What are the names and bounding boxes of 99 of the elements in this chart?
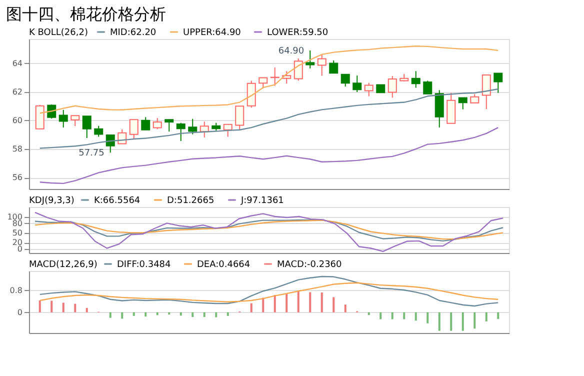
chart-title: 图十四、棉花价格分析 — [6, 4, 166, 24]
bar — [438, 312, 440, 331]
bar — [215, 312, 218, 318]
annotation: 64.90 — [278, 46, 304, 56]
legend-label: K:66.5564 — [94, 196, 140, 206]
candlestick — [482, 74, 491, 110]
line-series — [34, 212, 504, 252]
bar — [309, 292, 312, 312]
candlestick — [47, 104, 56, 120]
candlestick — [106, 134, 115, 154]
bar — [414, 312, 417, 321]
legend-label: MID:62.20 — [110, 28, 156, 38]
legend-label: D:51.2665 — [167, 196, 214, 206]
candlestick — [223, 124, 232, 138]
bar — [497, 312, 500, 319]
candlestick — [176, 122, 186, 142]
bar — [368, 312, 370, 316]
y-tick-label: 80 — [12, 218, 22, 228]
y-tick-label: 62 — [12, 87, 22, 96]
candlestick — [152, 118, 162, 130]
bar — [226, 312, 229, 316]
candlestick — [235, 106, 244, 130]
bar — [332, 297, 335, 312]
legend-label: DEA:0.4664 — [197, 260, 250, 270]
y-tick-label: 50 — [12, 228, 22, 238]
candlestick — [141, 116, 150, 130]
candlestick — [82, 116, 92, 138]
bar — [156, 312, 158, 316]
y-tick-label: 56 — [12, 173, 22, 182]
legend-label: UPPER:64.90 — [183, 28, 242, 38]
candlestick — [164, 119, 174, 132]
bar — [121, 312, 124, 319]
line-series — [39, 282, 499, 302]
bar — [62, 302, 64, 312]
y-tick-label: 60 — [12, 116, 22, 125]
bar — [274, 294, 276, 312]
legend-title: K BOLL(26,2) — [29, 28, 88, 38]
candlestick — [306, 50, 315, 69]
annotation: 57.75 — [78, 148, 104, 159]
bar — [391, 312, 394, 320]
candlestick — [58, 109, 68, 128]
bar — [320, 292, 323, 312]
y-tick-label: 58 — [12, 144, 22, 154]
bar — [144, 312, 147, 316]
bar — [203, 312, 206, 318]
candlestick — [94, 125, 104, 138]
candlestick — [458, 97, 468, 110]
line-series — [39, 46, 499, 114]
bar — [38, 300, 41, 312]
candlestick — [35, 104, 44, 130]
bar — [109, 312, 112, 318]
bar — [86, 308, 88, 312]
candlestick — [446, 92, 456, 124]
bar — [485, 312, 488, 322]
candlestick — [434, 90, 444, 128]
line-series — [39, 126, 499, 184]
legend-label: MACD:-0.2360 — [277, 260, 342, 270]
candlestick — [411, 70, 420, 88]
candlestick — [294, 58, 303, 82]
candlestick — [352, 75, 362, 92]
candlestick — [340, 74, 350, 88]
bar — [297, 291, 300, 312]
line-series — [39, 276, 499, 307]
candlestick — [258, 77, 268, 89]
bar — [250, 303, 252, 312]
candlestick — [317, 54, 326, 76]
candlestick — [329, 60, 338, 74]
bar — [50, 300, 53, 312]
y-tick-label: 0 — [17, 244, 22, 254]
bar — [426, 312, 429, 324]
bar — [474, 312, 476, 329]
bar — [403, 312, 406, 320]
bar — [132, 312, 135, 316]
bar — [262, 298, 264, 312]
candlestick — [423, 80, 432, 94]
candlestick — [364, 82, 374, 97]
y-tick-label: 0.8 — [10, 286, 22, 295]
bar — [462, 312, 464, 331]
legend-label: LOWER:59.50 — [267, 28, 328, 38]
candlestick — [70, 115, 80, 127]
y-tick-label: 0 — [17, 308, 22, 317]
candlestick — [388, 76, 397, 98]
candlestick — [129, 119, 138, 140]
bar — [286, 294, 288, 312]
bar — [450, 312, 452, 331]
legend-title: MACD(12,26,9) — [29, 260, 98, 270]
bar — [74, 304, 76, 312]
legend-title: KDJ(9,3,3) — [29, 196, 74, 206]
legend-label: J:97.1361 — [240, 196, 284, 206]
candlestick — [494, 72, 503, 94]
y-tick-label: 64 — [12, 58, 22, 68]
bar — [344, 304, 346, 312]
bar — [180, 312, 182, 316]
bar — [192, 312, 194, 318]
bar — [380, 312, 382, 320]
candlestick — [246, 80, 256, 108]
candlestick — [200, 121, 209, 138]
candlestick — [188, 118, 198, 135]
legend-label: DIFF:0.3484 — [117, 260, 172, 270]
